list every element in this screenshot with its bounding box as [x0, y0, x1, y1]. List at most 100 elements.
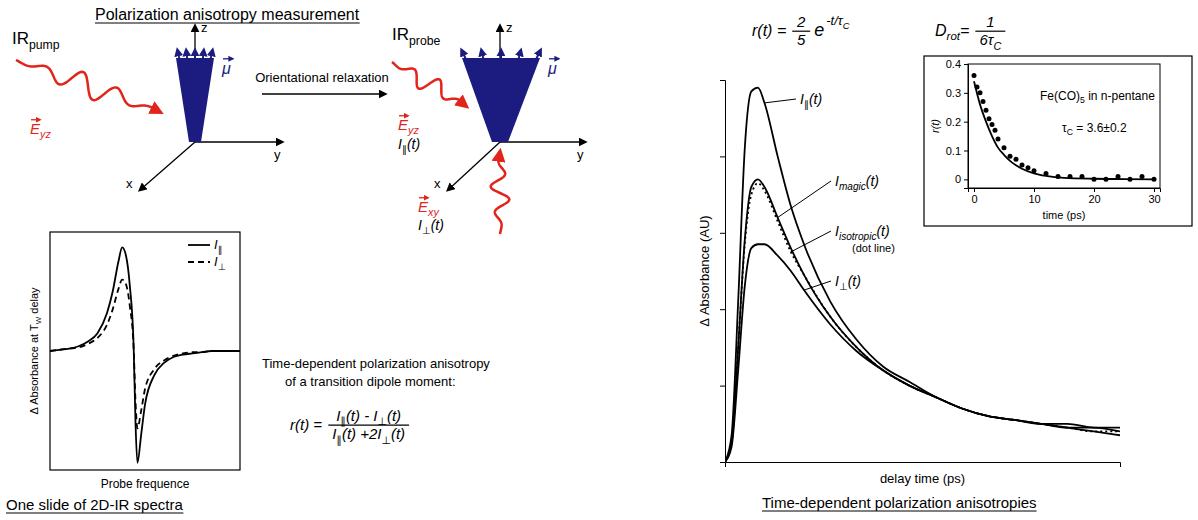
tick-mark — [964, 64, 968, 65]
axis-line — [726, 463, 1121, 468]
text-part: D — [935, 22, 947, 39]
text-part: 2 — [796, 13, 806, 30]
text-part: Probe frequence — [101, 477, 190, 491]
legend-swatch — [188, 244, 210, 246]
data-point — [987, 116, 992, 121]
axis-line — [969, 189, 1161, 193]
text-part: Δ Absorbance at T — [28, 324, 40, 415]
text-part: C — [993, 40, 1001, 52]
axis-name: y — [577, 147, 584, 162]
formula: r(t) = — [752, 22, 786, 39]
text-part: of a transition dipole moment: — [285, 374, 456, 389]
text-part: ⊥ — [218, 262, 226, 272]
leader-line — [778, 181, 831, 218]
text-part: probe — [409, 34, 440, 48]
axis-name: x — [126, 176, 133, 191]
caption: Time-dependent polarization anisotropies — [762, 494, 1037, 511]
tick: 0 — [971, 188, 977, 205]
fraction-bar — [792, 31, 810, 32]
data-point — [1014, 157, 1019, 162]
underline — [6, 513, 183, 514]
text-part: = — [960, 22, 969, 39]
signal-label: I∥(t) — [398, 136, 420, 156]
vector-arrow — [399, 115, 408, 116]
description: Time-dependent polarization anisotropy — [262, 356, 490, 371]
text-part: Time-dependent polarization anisotropies — [762, 494, 1037, 511]
text-part: yz — [407, 124, 419, 136]
dipole-label: μ — [221, 60, 231, 77]
text-part: Fe(CO) — [1040, 89, 1080, 103]
dipole-arrow — [177, 50, 195, 130]
axis: 0 10 20 30 — [969, 188, 1161, 205]
text-part: isotropic — [839, 231, 877, 242]
axis-title: time (ps) — [1043, 209, 1086, 221]
leader-line — [765, 99, 797, 103]
text-part: r(t) = — [752, 22, 786, 39]
probe-label: IRprobe — [392, 25, 440, 48]
tick-label: 0 — [955, 173, 961, 185]
text-part: (t) +2I — [342, 425, 382, 442]
text-part: magic — [839, 181, 866, 192]
denominator: 6τC — [979, 31, 1001, 51]
text-part: delay — [28, 287, 40, 317]
text-part: ⊥ — [422, 225, 431, 236]
vector-arrow — [223, 58, 233, 59]
formula: Drot= — [935, 22, 969, 42]
axis-line — [720, 81, 726, 463]
annotation: τC = 3.6±0.2 — [1062, 121, 1127, 137]
axis-name: z — [506, 20, 513, 35]
spectrum-line — [50, 247, 240, 462]
tick-mark — [974, 188, 975, 192]
plot-frame — [50, 232, 240, 470]
axis-line — [964, 65, 969, 189]
text-part: (t) — [809, 91, 822, 107]
text-part: = 3.6±0.2 — [1073, 121, 1127, 135]
underline — [762, 511, 1037, 512]
leader-line — [804, 281, 831, 290]
tick-label: 20 — [1088, 193, 1100, 205]
tick — [720, 386, 725, 387]
axis-title: delay time (ps) — [880, 471, 965, 486]
coordinate-axis — [500, 141, 585, 142]
text-part: (t) — [876, 223, 889, 239]
dipole-arrow — [481, 50, 500, 130]
text-part: C — [843, 21, 850, 31]
denominator: 5 — [797, 31, 806, 48]
tick: 0.4 — [946, 58, 968, 70]
tick-mark — [964, 93, 968, 94]
text-part: e — [814, 20, 824, 40]
data-point — [1002, 145, 1007, 150]
series-label: I⊥(t) — [835, 273, 861, 292]
vector-arrow — [31, 119, 40, 120]
tick-mark — [720, 462, 725, 463]
tick-mark — [964, 151, 968, 152]
text-part: delay time (ps) — [880, 471, 965, 486]
field-label: Eyz — [398, 116, 419, 136]
text-part: Polarization anisotropy measurement — [95, 6, 360, 23]
text-part: Orientational relaxation — [255, 70, 389, 85]
data-point — [990, 122, 995, 127]
dipole-arrow — [195, 50, 213, 130]
axis-name: x — [434, 176, 441, 191]
vector-arrow — [549, 58, 559, 59]
text-part: 1 — [986, 13, 994, 30]
tick-label: 0.3 — [946, 87, 961, 99]
caption: One slide of 2D-IR spectra — [6, 496, 183, 513]
legend: I∥I⊥ — [188, 237, 226, 272]
coordinate-axis — [140, 142, 195, 190]
tick: 0.3 — [946, 87, 968, 99]
coordinate-axis — [195, 141, 282, 142]
legend-label: I∥ — [214, 237, 222, 255]
text-part: (t) — [431, 217, 444, 233]
text-part: (t) — [848, 273, 861, 289]
fraction-bar — [328, 425, 409, 426]
legend-swatch — [188, 261, 210, 263]
formula-exponent: -t/τC — [826, 13, 849, 31]
tick-label: 0 — [971, 193, 977, 205]
plot-area — [972, 73, 1157, 182]
axis-name: z — [201, 20, 208, 35]
data-point — [1026, 165, 1031, 170]
text-part: pump — [29, 38, 60, 52]
tick-label: 10 — [1028, 193, 1040, 205]
tick: 30 — [1148, 188, 1160, 205]
